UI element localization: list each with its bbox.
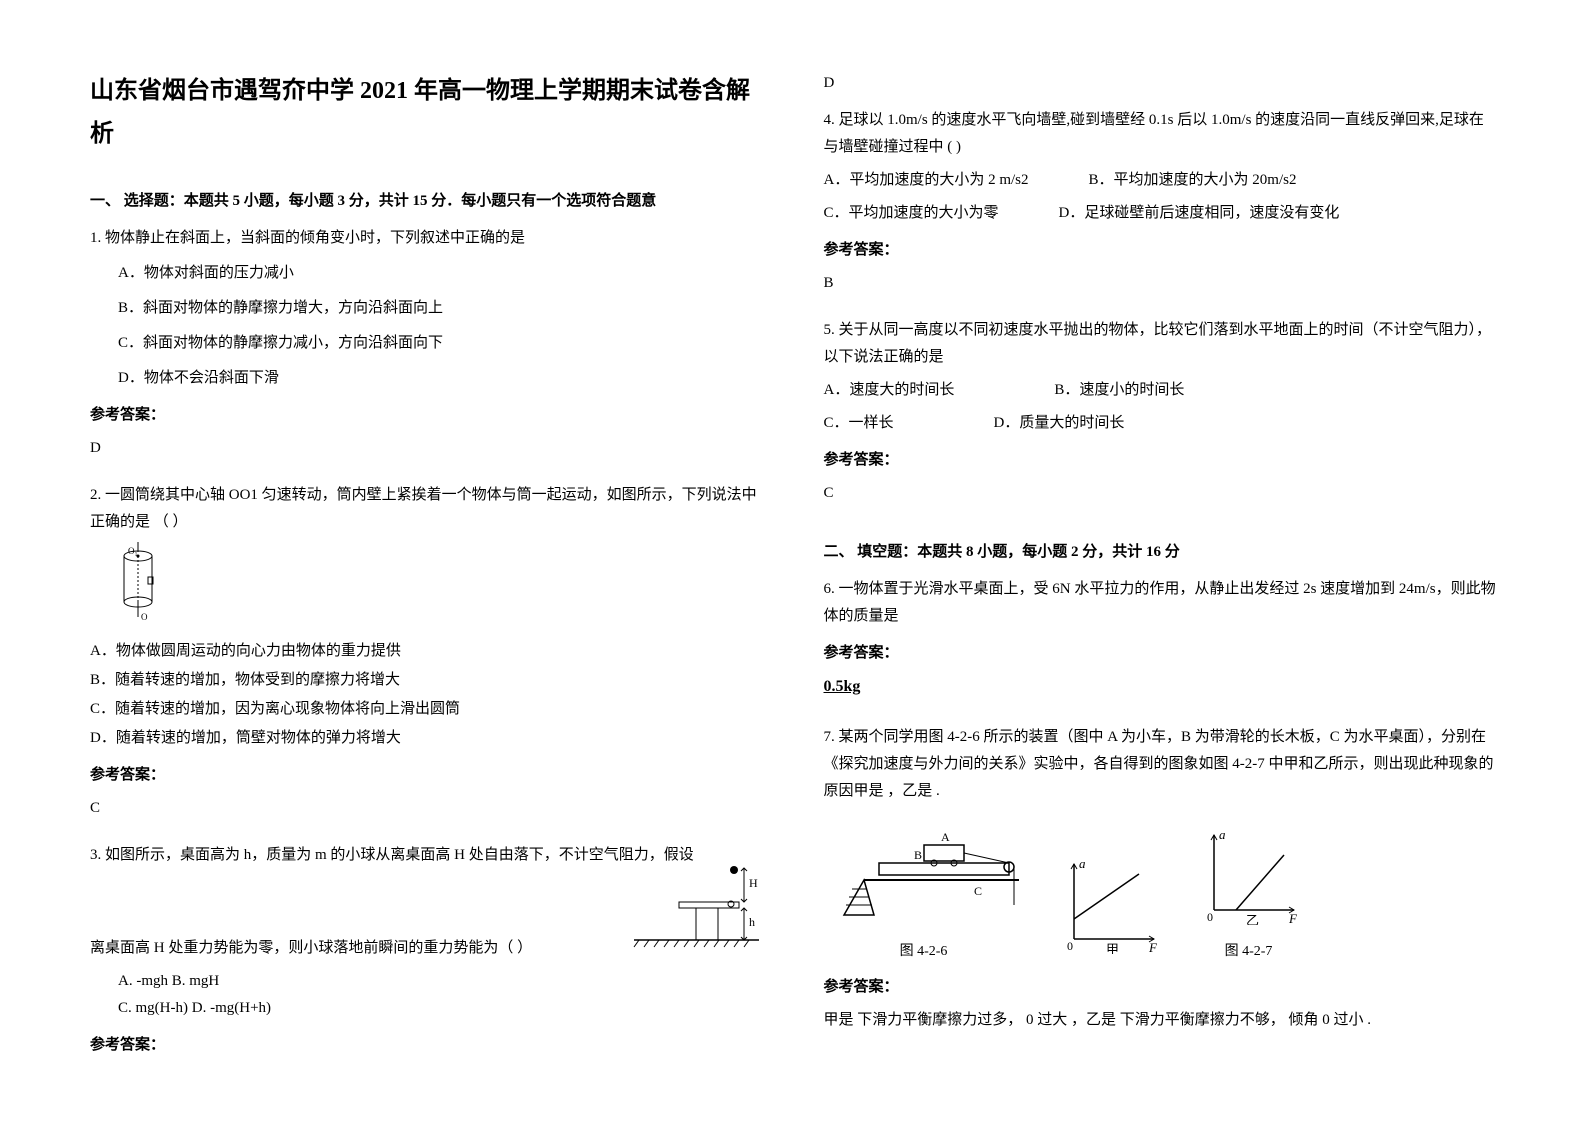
q7-text: 7. 某两个同学用图 4-2-6 所示的装置（图中 A 为小车，B 为带滑轮的长… — [824, 724, 1498, 805]
question-7: 7. 某两个同学用图 4-2-6 所示的装置（图中 A 为小车，B 为带滑轮的长… — [824, 724, 1498, 1044]
q5-optB: B．速度小的时间长 — [1054, 377, 1184, 404]
q1-optD: D．物体不会沿斜面下滑 — [118, 365, 764, 392]
q1-optA: A．物体对斜面的压力减小 — [118, 260, 764, 287]
q3-answer-label: 参考答案： — [90, 1032, 764, 1059]
q4-text: 4. 足球以 1.0m/s 的速度水平飞向墙壁,碰到墙壁经 0.1s 后以 1.… — [824, 107, 1498, 161]
right-column: D 4. 足球以 1.0m/s 的速度水平飞向墙壁,碰到墙壁经 0.1s 后以 … — [824, 70, 1498, 1052]
q7-answer-label: 参考答案： — [824, 974, 1498, 1001]
q7-answer: 甲是 下滑力平衡摩擦力过多， 0 过大 ，乙是 下滑力平衡摩擦力不够， 倾角 0… — [824, 1007, 1498, 1034]
q2-options: A．物体做圆周运动的向心力由物体的重力提供 B．随着转速的增加，物体受到的摩擦力… — [90, 638, 764, 752]
q4-optD: D．足球碰壁前后速度相同，速度没有变化 — [1059, 200, 1340, 227]
svg-text:H: H — [749, 876, 758, 890]
svg-text:F: F — [1288, 911, 1298, 925]
q5-answer-label: 参考答案： — [824, 447, 1498, 474]
q1-answer-label: 参考答案： — [90, 402, 764, 429]
question-3: 3. 如图所示，桌面高为 h，质量为 m 的小球从离桌面高 H 处自由落下，不计… — [90, 842, 764, 1065]
left-column: 山东省烟台市遇驾夼中学 2021 年高一物理上学期期末试卷含解析 一、 选择题：… — [90, 70, 764, 1052]
q5-optA: A．速度大的时间长 — [824, 377, 955, 404]
q4-optA: A．平均加速度的大小为 2 m/s2 — [824, 167, 1029, 194]
q3-answer: D — [824, 70, 1498, 97]
q4-optB: B．平均加速度的大小为 20m/s2 — [1089, 167, 1297, 194]
question-1: 1. 物体静止在斜面上，当斜面的倾角变小时，下列叙述中正确的是 A．物体对斜面的… — [90, 225, 764, 472]
q2-optC: C．随着转速的增加，因为离心现象物体将向上滑出圆筒 — [90, 696, 764, 723]
q5-answer: C — [824, 480, 1498, 507]
q5-text: 5. 关于从同一高度以不同初速度水平抛出的物体，比较它们落到水平地面上的时间（不… — [824, 317, 1498, 371]
q5-optD: D．质量大的时间长 — [994, 410, 1125, 437]
svg-text:甲: 甲 — [1106, 942, 1119, 954]
svg-text:0: 0 — [1067, 939, 1073, 953]
question-2: 2. 一圆筒绕其中心轴 OO1 匀速转动，筒内壁上紧挨着一个物体与筒一起运动，如… — [90, 482, 764, 832]
fig1-label: 图 4-2-6 — [824, 939, 1024, 964]
q3-optAB: A. -mgh B. mgH — [118, 968, 764, 995]
fig2-label: 图 4-2-7 — [1194, 939, 1304, 964]
svg-text:a: a — [1219, 827, 1226, 842]
svg-text:O₁: O₁ — [128, 546, 138, 556]
q2-optA: A．物体做圆周运动的向心力由物体的重力提供 — [90, 638, 764, 665]
q4-row1: A．平均加速度的大小为 2 m/s2 B．平均加速度的大小为 20m/s2 — [824, 167, 1498, 194]
svg-text:B: B — [914, 848, 922, 862]
section1-header: 一、 选择题：本题共 5 小题，每小题 3 分，共计 15 分．每小题只有一个选… — [90, 188, 764, 215]
svg-text:0: 0 — [1207, 910, 1213, 924]
svg-text:a: a — [1079, 856, 1086, 871]
q2-text: 2. 一圆筒绕其中心轴 OO1 匀速转动，筒内壁上紧挨着一个物体与筒一起运动，如… — [90, 482, 764, 536]
q5-row1: A．速度大的时间长 B．速度小的时间长 — [824, 377, 1498, 404]
svg-text:h: h — [749, 915, 755, 929]
exam-title: 山东省烟台市遇驾夼中学 2021 年高一物理上学期期末试卷含解析 — [90, 70, 764, 156]
q6-answer: 0.5kg — [824, 673, 1498, 702]
question-5: 5. 关于从同一高度以不同初速度水平抛出的物体，比较它们落到水平地面上的时间（不… — [824, 317, 1498, 517]
q3-optCD: C. mg(H-h) D. -mg(H+h) — [118, 995, 764, 1022]
question-6: 6. 一物体置于光滑水平桌面上，受 6N 水平拉力的作用，从静止出发经过 2s … — [824, 576, 1498, 714]
q5-optC: C．一样长 — [824, 410, 894, 437]
q6-text: 6. 一物体置于光滑水平桌面上，受 6N 水平拉力的作用，从静止出发经过 2s … — [824, 576, 1498, 630]
q4-answer-label: 参考答案： — [824, 237, 1498, 264]
cylinder-figure: O₁ O — [118, 542, 764, 632]
figure-4-2-6: C B A — [824, 815, 1024, 964]
q5-row2: C．一样长 D．质量大的时间长 — [824, 410, 1498, 437]
figure-4-2-7-jia: a F 0 甲 — [1054, 854, 1164, 964]
q2-answer-label: 参考答案： — [90, 762, 764, 789]
q4-optC: C．平均加速度的大小为零 — [824, 200, 999, 227]
svg-text:乙: 乙 — [1246, 913, 1259, 925]
section2-header: 二、 填空题：本题共 8 小题，每小题 2 分，共计 16 分 — [824, 539, 1498, 566]
svg-text:C: C — [974, 884, 982, 898]
q3-figure: H h — [624, 862, 764, 962]
svg-text:F: F — [1148, 940, 1158, 954]
q1-answer: D — [90, 435, 764, 462]
q6-answer-label: 参考答案： — [824, 640, 1498, 667]
q4-row2: C．平均加速度的大小为零 D．足球碰壁前后速度相同，速度没有变化 — [824, 200, 1498, 227]
figure-4-2-7-yi: a F 0 乙 图 4-2-7 — [1194, 825, 1304, 964]
q2-optD: D．随着转速的增加，筒壁对物体的弹力将增大 — [90, 725, 764, 752]
q1-optB: B．斜面对物体的静摩擦力增大，方向沿斜面向上 — [118, 295, 764, 322]
q1-optC: C．斜面对物体的静摩擦力减小，方向沿斜面向下 — [118, 330, 764, 357]
q2-answer: C — [90, 795, 764, 822]
q4-answer: B — [824, 270, 1498, 297]
svg-text:A: A — [941, 830, 950, 844]
svg-text:O: O — [141, 612, 148, 622]
question-4: 4. 足球以 1.0m/s 的速度水平飞向墙壁,碰到墙壁经 0.1s 后以 1.… — [824, 107, 1498, 307]
q2-optB: B．随着转速的增加，物体受到的摩擦力将增大 — [90, 667, 764, 694]
q1-text: 1. 物体静止在斜面上，当斜面的倾角变小时，下列叙述中正确的是 — [90, 225, 764, 252]
q7-figures: C B A — [824, 815, 1498, 964]
